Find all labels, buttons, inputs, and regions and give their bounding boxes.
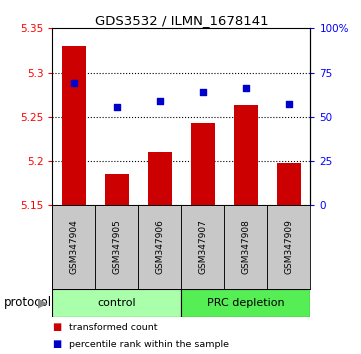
- Text: PRC depletion: PRC depletion: [207, 298, 285, 308]
- Text: GSM347909: GSM347909: [284, 219, 293, 274]
- Text: transformed count: transformed count: [69, 323, 157, 332]
- Bar: [181, 205, 225, 289]
- Bar: [138, 205, 181, 289]
- Bar: [277, 163, 301, 205]
- Bar: [148, 152, 172, 205]
- Point: [71, 80, 77, 86]
- Bar: [268, 205, 310, 289]
- Bar: [95, 205, 138, 289]
- Text: GSM347906: GSM347906: [155, 219, 164, 274]
- Bar: [105, 175, 129, 205]
- Text: control: control: [97, 298, 136, 308]
- Text: GSM347908: GSM347908: [242, 219, 251, 274]
- Text: GSM347904: GSM347904: [69, 219, 78, 274]
- Text: protocol: protocol: [4, 296, 52, 309]
- Bar: [62, 46, 86, 205]
- Bar: [225, 205, 268, 289]
- Point: [114, 104, 120, 110]
- Text: ■: ■: [52, 322, 62, 332]
- Text: GSM347905: GSM347905: [112, 219, 121, 274]
- Point: [243, 86, 249, 91]
- Text: ▶: ▶: [38, 296, 48, 309]
- Text: GSM347907: GSM347907: [199, 219, 208, 274]
- Bar: [52, 289, 182, 317]
- Title: GDS3532 / ILMN_1678141: GDS3532 / ILMN_1678141: [95, 14, 268, 27]
- Bar: [234, 105, 258, 205]
- Bar: [191, 123, 215, 205]
- Point: [286, 101, 292, 106]
- Text: percentile rank within the sample: percentile rank within the sample: [69, 339, 229, 349]
- Text: ■: ■: [52, 339, 62, 349]
- Bar: [52, 205, 95, 289]
- Bar: [181, 289, 310, 317]
- Point: [157, 98, 163, 104]
- Point: [200, 89, 206, 95]
